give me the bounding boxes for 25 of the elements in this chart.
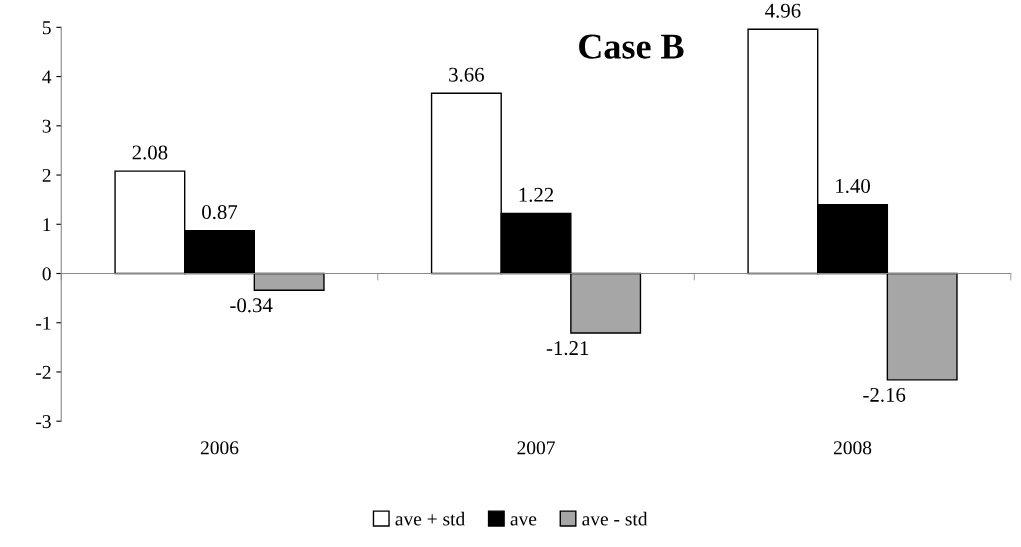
data-label: 3.66 bbox=[449, 67, 484, 82]
x-tick-label: 2006 bbox=[200, 441, 239, 455]
x-tick-label: 2008 bbox=[833, 441, 872, 455]
y-tick-label: 1 bbox=[43, 218, 51, 232]
data-label: 4.96 bbox=[765, 3, 801, 18]
y-tick-label: -2 bbox=[36, 365, 51, 379]
y-tick-label: 5 bbox=[42, 21, 51, 35]
legend-label: ave bbox=[510, 516, 537, 526]
y-tick-label: -3 bbox=[36, 415, 51, 429]
data-label: 0.87 bbox=[202, 204, 238, 220]
data-label: 2.08 bbox=[132, 145, 168, 160]
data-label: -2.16 bbox=[863, 387, 906, 402]
y-tick-label: -1 bbox=[36, 316, 51, 330]
chart-title: Case B bbox=[579, 34, 684, 59]
y-tick-label: 0 bbox=[42, 267, 51, 281]
y-tick-label: 3 bbox=[42, 119, 51, 133]
data-label: -1.21 bbox=[546, 341, 589, 356]
data-label: 1.22 bbox=[519, 187, 554, 202]
data-label: 1.40 bbox=[836, 178, 870, 194]
legend-label: ave + std bbox=[395, 511, 465, 526]
x-tick-label: 2007 bbox=[517, 441, 555, 455]
data-label: -0.34 bbox=[230, 298, 273, 313]
y-tick-label: 2 bbox=[42, 168, 51, 182]
legend-label: ave - std bbox=[582, 511, 648, 526]
y-tick-label: 4 bbox=[42, 70, 52, 84]
